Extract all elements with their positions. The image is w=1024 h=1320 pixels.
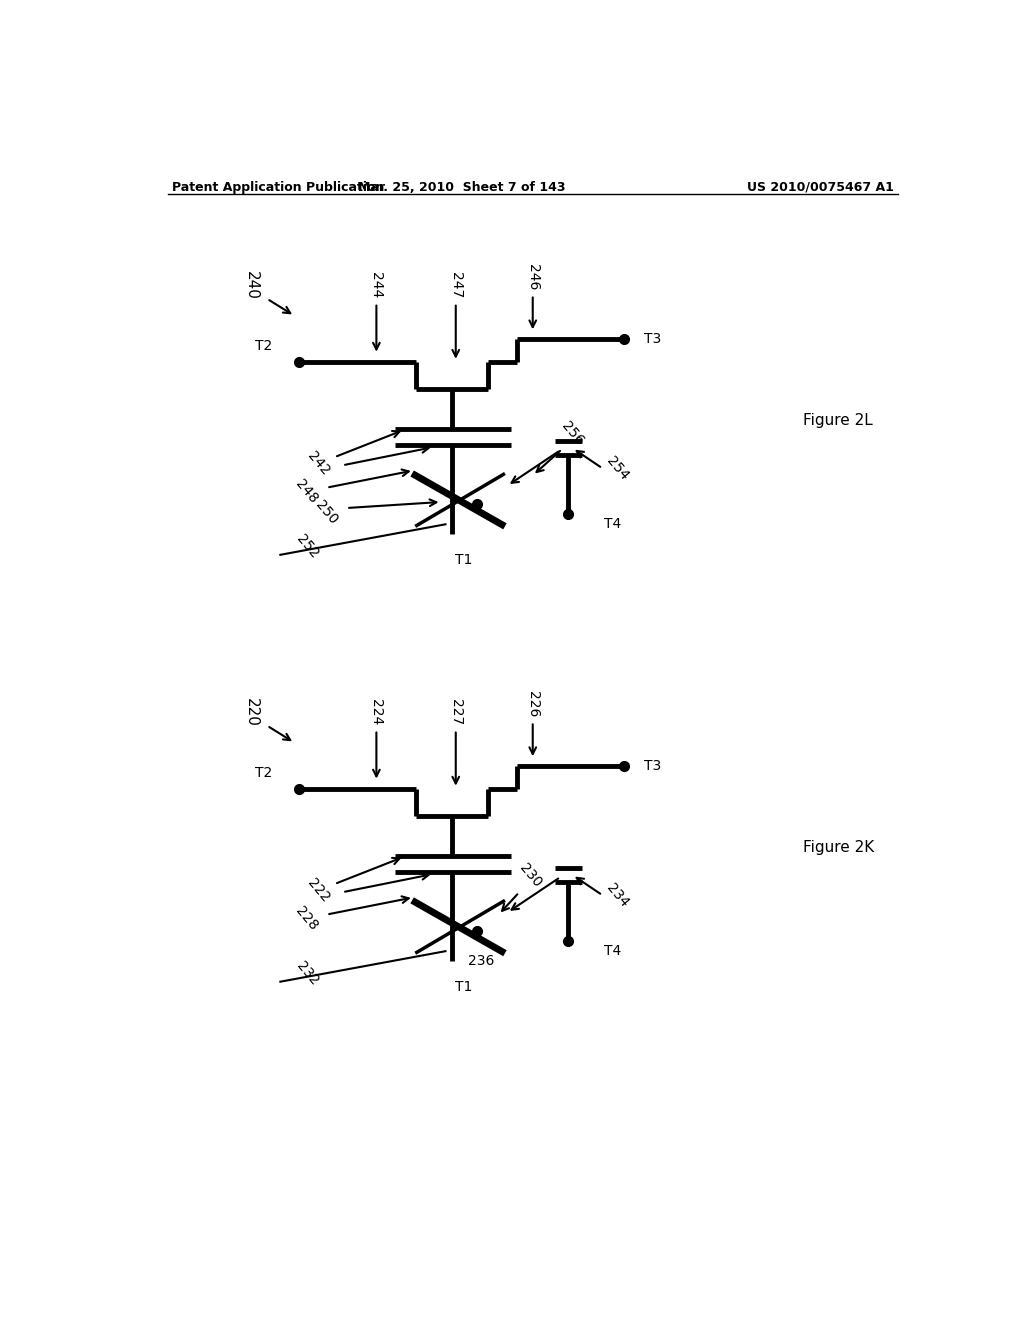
Text: T3: T3 [644, 759, 662, 774]
Text: 242: 242 [305, 449, 333, 478]
Text: T1: T1 [455, 553, 472, 566]
Text: 254: 254 [604, 454, 632, 483]
Text: Patent Application Publication: Patent Application Publication [172, 181, 384, 194]
Text: 252: 252 [293, 532, 321, 561]
Text: 230: 230 [517, 861, 545, 890]
Text: Figure 2L: Figure 2L [804, 413, 873, 428]
Text: 220: 220 [244, 698, 258, 727]
Text: 236: 236 [468, 954, 494, 969]
Text: 250: 250 [313, 498, 341, 527]
Text: T4: T4 [604, 517, 622, 532]
Text: 222: 222 [305, 875, 333, 904]
Text: 232: 232 [293, 960, 321, 989]
Text: 246: 246 [525, 264, 540, 290]
Text: 256: 256 [559, 418, 587, 447]
Text: 244: 244 [370, 272, 383, 298]
Text: 247: 247 [449, 272, 463, 298]
Text: 224: 224 [370, 700, 383, 726]
Text: T1: T1 [455, 979, 472, 994]
Text: T3: T3 [644, 333, 662, 346]
Text: T4: T4 [604, 944, 622, 958]
Text: 234: 234 [604, 880, 632, 909]
Text: 227: 227 [449, 700, 463, 726]
Text: US 2010/0075467 A1: US 2010/0075467 A1 [746, 181, 894, 194]
Text: 248: 248 [293, 477, 321, 507]
Text: T2: T2 [255, 339, 272, 354]
Text: 240: 240 [244, 271, 258, 300]
Text: 228: 228 [293, 904, 321, 933]
Text: Mar. 25, 2010  Sheet 7 of 143: Mar. 25, 2010 Sheet 7 of 143 [357, 181, 565, 194]
Text: Figure 2K: Figure 2K [803, 840, 873, 855]
Text: 226: 226 [525, 692, 540, 718]
Text: T2: T2 [255, 767, 272, 780]
